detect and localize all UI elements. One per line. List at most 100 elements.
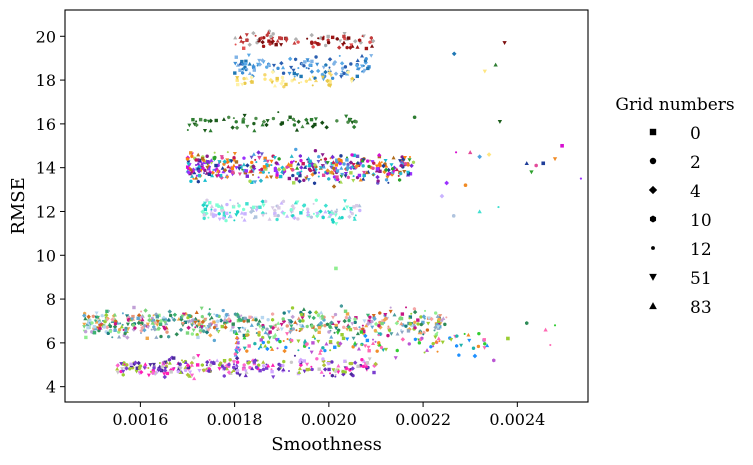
data-point [240, 82, 245, 87]
data-point [200, 314, 204, 319]
data-point [258, 169, 263, 174]
data-point [204, 326, 209, 331]
data-point [242, 363, 246, 367]
y-tick-label: 14 [36, 159, 56, 178]
data-point [340, 215, 344, 220]
data-point [408, 155, 411, 159]
data-point [269, 346, 272, 349]
data-point [375, 349, 379, 353]
data-point [354, 164, 359, 169]
data-point [320, 158, 323, 161]
data-point [316, 339, 321, 344]
data-point [257, 363, 261, 368]
data-point [285, 214, 290, 218]
data-point [148, 363, 153, 367]
data-point [290, 306, 295, 310]
data-point [525, 321, 529, 326]
data-point [258, 368, 262, 373]
data-point [91, 314, 95, 319]
data-point [129, 362, 133, 366]
data-point [132, 361, 137, 367]
data-point [129, 317, 135, 322]
y-tick-label: 10 [36, 246, 56, 265]
data-point [261, 367, 266, 372]
data-point [260, 199, 265, 204]
data-point [317, 330, 321, 335]
data-point [200, 209, 205, 214]
data-point [200, 319, 206, 325]
data-point [444, 180, 449, 186]
data-point [306, 209, 311, 214]
data-point [553, 324, 557, 327]
data-point [336, 320, 341, 325]
data-point [208, 323, 212, 327]
data-point [257, 347, 260, 350]
data-point [346, 162, 350, 167]
data-point [323, 367, 328, 372]
data-point [349, 210, 352, 213]
data-point [317, 351, 323, 355]
data-point [203, 178, 208, 182]
data-point [256, 150, 261, 155]
data-point [225, 159, 230, 165]
data-point [436, 325, 441, 329]
data-point [340, 332, 344, 337]
data-point [445, 316, 448, 319]
data-point [274, 324, 277, 327]
data-point [83, 329, 88, 334]
data-point [383, 313, 388, 317]
data-point [168, 313, 173, 318]
data-point [426, 316, 431, 321]
data-point [241, 326, 244, 329]
data-point [308, 168, 313, 173]
data-point [258, 168, 261, 171]
data-point [194, 326, 197, 329]
data-point [433, 311, 438, 315]
data-point [305, 165, 308, 168]
data-point [324, 43, 328, 48]
data-point [132, 305, 136, 310]
data-point [256, 38, 259, 41]
data-point [345, 327, 350, 332]
data-point [275, 169, 280, 174]
data-point [327, 83, 331, 87]
data-point [308, 163, 312, 168]
data-point [384, 177, 389, 182]
data-point [322, 374, 325, 377]
data-point [276, 167, 282, 172]
data-point [300, 323, 305, 328]
data-point [485, 343, 490, 348]
data-point [238, 61, 243, 66]
data-point [315, 357, 319, 361]
data-point [285, 332, 290, 336]
data-point [318, 348, 324, 352]
data-point [271, 32, 275, 36]
data-point [463, 183, 468, 187]
data-point [231, 325, 235, 329]
data-point [110, 317, 115, 322]
data-point [210, 209, 213, 212]
data-point [309, 350, 314, 355]
data-point [262, 35, 266, 40]
data-point [423, 317, 426, 320]
data-point [117, 327, 122, 332]
legend-label-12: 12 [690, 240, 712, 260]
data-point [233, 71, 237, 75]
data-point [352, 341, 358, 345]
data-point [330, 76, 335, 80]
data-point [269, 175, 274, 180]
data-point [82, 322, 87, 327]
data-point [471, 346, 476, 350]
data-point [212, 169, 215, 172]
data-point [279, 327, 284, 332]
data-point [211, 213, 216, 217]
data-point [334, 369, 339, 373]
data-point [411, 160, 416, 165]
data-point [270, 369, 274, 374]
data-point [243, 212, 247, 216]
data-point [324, 341, 329, 346]
data-point [269, 34, 273, 39]
data-point [291, 181, 296, 185]
data-point [305, 58, 310, 62]
